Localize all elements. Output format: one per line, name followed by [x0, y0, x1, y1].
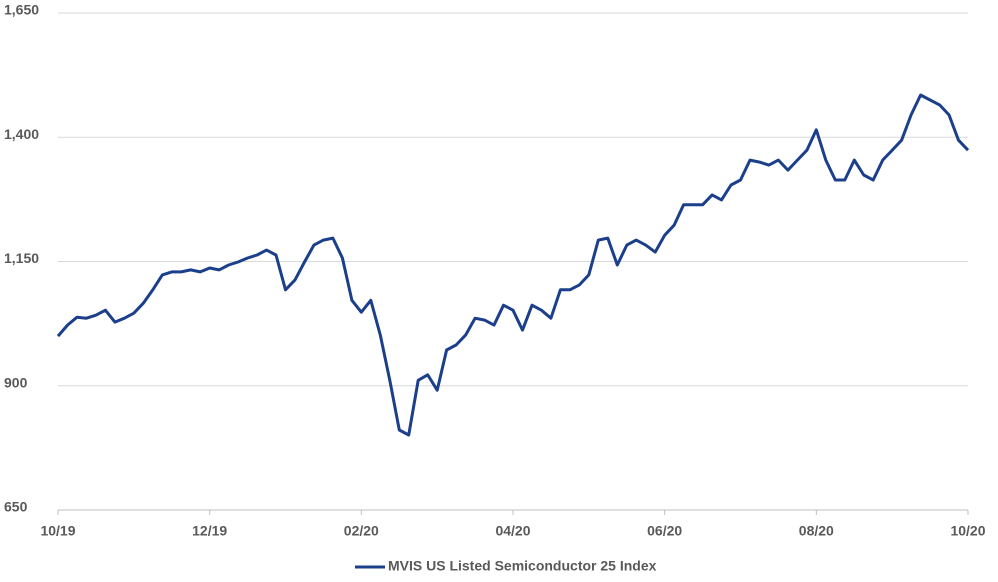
- x-tick-label: 06/20: [647, 523, 682, 539]
- x-tick-label: 08/20: [799, 523, 834, 539]
- x-tick-label: 10/19: [40, 523, 75, 539]
- y-tick-label: 900: [4, 374, 28, 390]
- y-tick-label: 650: [4, 499, 28, 515]
- legend-label: MVIS US Listed Semiconductor 25 Index: [388, 558, 657, 574]
- x-tick-label: 10/20: [950, 523, 985, 539]
- y-tick-label: 1,650: [4, 2, 39, 18]
- x-tick-label: 12/19: [192, 523, 227, 539]
- x-tick-label: 02/20: [344, 523, 379, 539]
- y-tick-label: 1,400: [4, 126, 39, 142]
- y-tick-label: 1,150: [4, 250, 39, 266]
- series-line: [56, 93, 970, 437]
- x-tick-label: 04/20: [495, 523, 530, 539]
